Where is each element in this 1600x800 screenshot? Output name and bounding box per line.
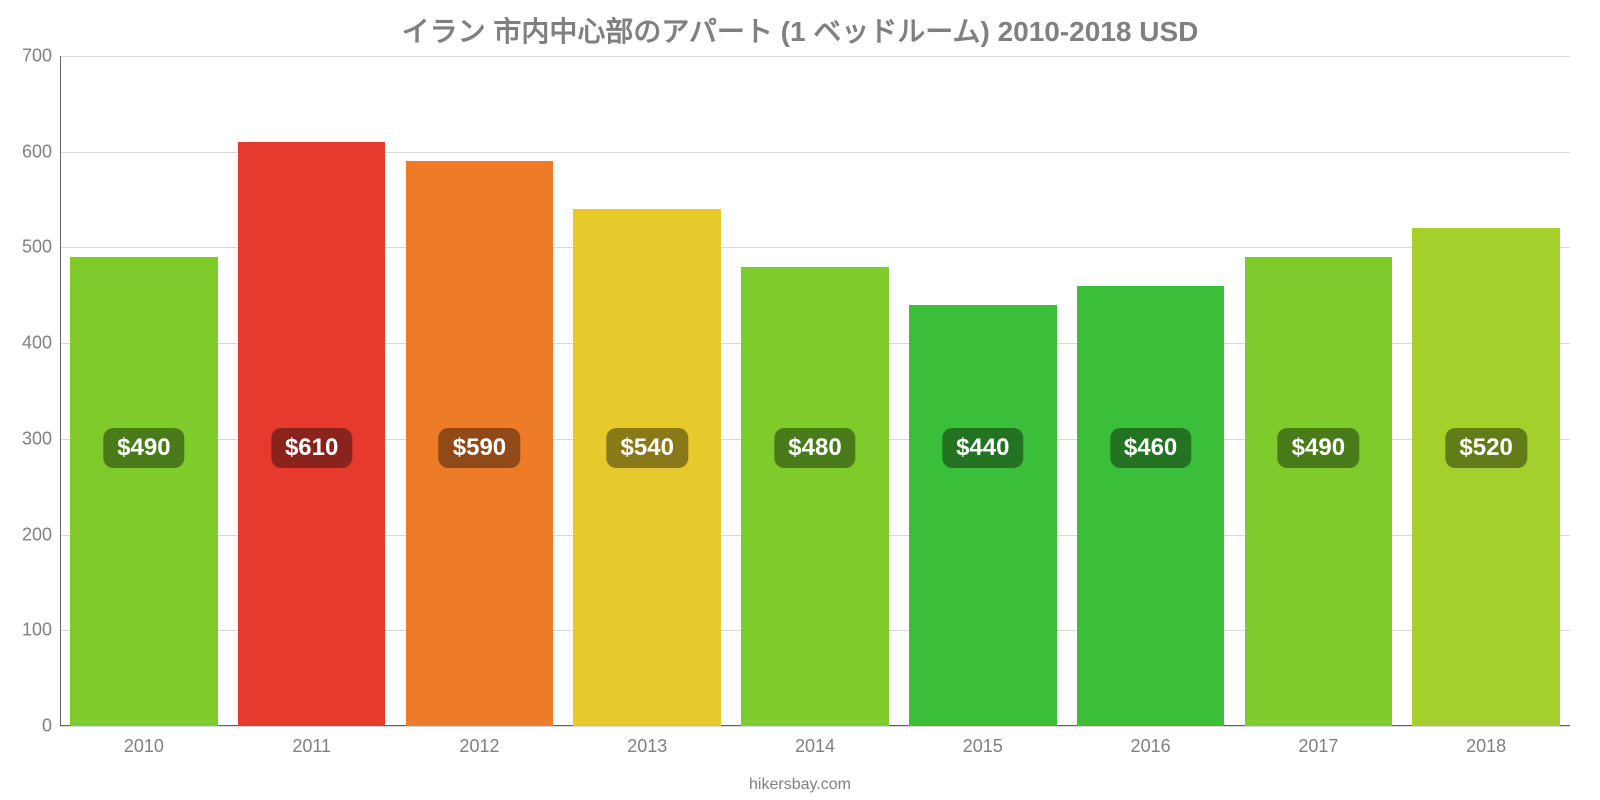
bars-group: $4902010$6102011$5902012$5402013$4802014… xyxy=(60,56,1570,726)
bar-value-badge: $540 xyxy=(607,428,688,468)
bar-value-badge: $490 xyxy=(103,428,184,468)
bar-value-badge: $490 xyxy=(1278,428,1359,468)
bar: $460 xyxy=(1077,286,1225,726)
y-tick-label: 600 xyxy=(22,141,60,162)
x-tick-label: 2015 xyxy=(963,726,1003,757)
x-tick-label: 2017 xyxy=(1298,726,1338,757)
y-tick-label: 100 xyxy=(22,620,60,641)
bar: $490 xyxy=(1245,257,1393,726)
plot-area: $4902010$6102011$5902012$5402013$4802014… xyxy=(60,56,1570,726)
bar-slot: $5202018 xyxy=(1402,56,1570,726)
y-tick-label: 700 xyxy=(22,46,60,67)
bar-value-badge: $590 xyxy=(439,428,520,468)
bar-value-badge: $520 xyxy=(1445,428,1526,468)
bar: $480 xyxy=(741,267,889,726)
bar: $610 xyxy=(238,142,386,726)
bar: $440 xyxy=(909,305,1057,726)
x-tick-label: 2011 xyxy=(292,726,331,757)
y-tick-label: 200 xyxy=(22,524,60,545)
y-tick-label: 0 xyxy=(42,716,60,737)
bar-value-badge: $440 xyxy=(942,428,1023,468)
bar-value-badge: $480 xyxy=(774,428,855,468)
bar-slot: $4402015 xyxy=(899,56,1067,726)
bar-slot: $4802014 xyxy=(731,56,899,726)
bar: $520 xyxy=(1412,228,1560,726)
chart-title: イラン 市内中心部のアパート (1 ベッドルーム) 2010-2018 USD xyxy=(0,0,1600,50)
y-tick-label: 400 xyxy=(22,333,60,354)
bar-value-badge: $460 xyxy=(1110,428,1191,468)
bar: $490 xyxy=(70,257,218,726)
bar-slot: $5402013 xyxy=(563,56,731,726)
y-tick-label: 300 xyxy=(22,428,60,449)
bar: $590 xyxy=(406,161,554,726)
x-tick-label: 2014 xyxy=(795,726,835,757)
x-tick-label: 2018 xyxy=(1466,726,1506,757)
bar-slot: $4902017 xyxy=(1234,56,1402,726)
x-tick-label: 2013 xyxy=(627,726,667,757)
bar: $540 xyxy=(573,209,721,726)
x-tick-label: 2012 xyxy=(459,726,499,757)
attribution-text: hikersbay.com xyxy=(749,776,851,794)
x-tick-label: 2010 xyxy=(124,726,164,757)
chart-container: イラン 市内中心部のアパート (1 ベッドルーム) 2010-2018 USD … xyxy=(0,0,1600,800)
bar-slot: $4902010 xyxy=(60,56,228,726)
bar-slot: $5902012 xyxy=(396,56,564,726)
x-tick-label: 2016 xyxy=(1131,726,1171,757)
y-tick-label: 500 xyxy=(22,237,60,258)
bar-value-badge: $610 xyxy=(271,428,352,468)
bar-slot: $4602016 xyxy=(1067,56,1235,726)
bar-slot: $6102011 xyxy=(228,56,396,726)
